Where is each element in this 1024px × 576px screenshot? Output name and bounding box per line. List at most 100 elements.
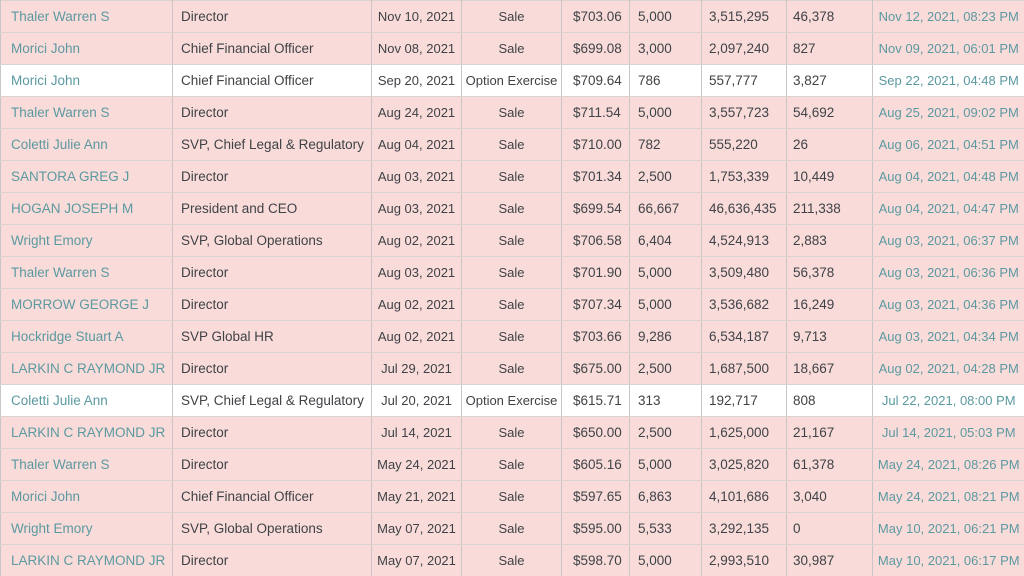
table-row: SANTORA GREG J Director Aug 03, 2021 Sal… — [0, 160, 1024, 193]
insider-name-link[interactable]: Morici John — [0, 480, 173, 513]
filing-time-link[interactable]: Aug 25, 2021, 09:02 PM — [872, 96, 1024, 129]
table-row: Coletti Julie Ann SVP, Chief Legal & Reg… — [0, 384, 1024, 417]
filing-time-link[interactable]: May 24, 2021, 08:21 PM — [872, 480, 1024, 513]
insider-title: Director — [172, 544, 372, 576]
trade-value: 1,687,500 — [701, 352, 787, 385]
trade-quantity: 2,500 — [629, 160, 702, 193]
insider-title: Director — [172, 352, 372, 385]
insider-name-link[interactable]: Coletti Julie Ann — [0, 384, 173, 417]
filing-time-link[interactable]: Aug 03, 2021, 06:36 PM — [872, 256, 1024, 289]
trade-date: Aug 02, 2021 — [371, 288, 462, 321]
trade-date: Aug 03, 2021 — [371, 160, 462, 193]
insider-name-link[interactable]: Thaler Warren S — [0, 0, 173, 33]
transaction-type: Sale — [461, 160, 562, 193]
insider-name-link[interactable]: Hockridge Stuart A — [0, 320, 173, 353]
trade-quantity: 6,863 — [629, 480, 702, 513]
transaction-type: Sale — [461, 416, 562, 449]
trade-date: May 07, 2021 — [371, 544, 462, 576]
filing-time-link[interactable]: Nov 12, 2021, 08:23 PM — [872, 0, 1024, 33]
transaction-type: Sale — [461, 0, 562, 33]
insider-name-link[interactable]: Wright Emory — [0, 512, 173, 545]
filing-time-link[interactable]: Aug 03, 2021, 04:34 PM — [872, 320, 1024, 353]
transaction-type: Sale — [461, 192, 562, 225]
insider-name-link[interactable]: LARKIN C RAYMOND JR — [0, 416, 173, 449]
shares-held: 3,040 — [786, 480, 873, 513]
trade-quantity: 66,667 — [629, 192, 702, 225]
insider-title: President and CEO — [172, 192, 372, 225]
transaction-type: Sale — [461, 96, 562, 129]
table-row: LARKIN C RAYMOND JR Director Jul 14, 202… — [0, 416, 1024, 449]
table-row: MORROW GEORGE J Director Aug 02, 2021 Sa… — [0, 288, 1024, 321]
insider-title: Chief Financial Officer — [172, 64, 372, 97]
insider-name-link[interactable]: SANTORA GREG J — [0, 160, 173, 193]
table-row: LARKIN C RAYMOND JR Director May 07, 202… — [0, 544, 1024, 576]
insider-name-link[interactable]: Thaler Warren S — [0, 256, 173, 289]
transaction-type: Sale — [461, 352, 562, 385]
trade-price: $675.00 — [561, 352, 630, 385]
trade-price: $710.00 — [561, 128, 630, 161]
shares-held: 56,378 — [786, 256, 873, 289]
insider-name-link[interactable]: Thaler Warren S — [0, 96, 173, 129]
table-row: LARKIN C RAYMOND JR Director Jul 29, 202… — [0, 352, 1024, 385]
filing-time-link[interactable]: Aug 03, 2021, 06:37 PM — [872, 224, 1024, 257]
trade-price: $706.58 — [561, 224, 630, 257]
insider-title: Director — [172, 96, 372, 129]
trade-price: $703.06 — [561, 0, 630, 33]
insider-name-link[interactable]: MORROW GEORGE J — [0, 288, 173, 321]
trade-quantity: 313 — [629, 384, 702, 417]
trade-date: Jul 29, 2021 — [371, 352, 462, 385]
filing-time-link[interactable]: May 10, 2021, 06:17 PM — [872, 544, 1024, 576]
filing-time-link[interactable]: Sep 22, 2021, 04:48 PM — [872, 64, 1024, 97]
trade-value: 3,557,723 — [701, 96, 787, 129]
shares-held: 30,987 — [786, 544, 873, 576]
insider-name-link[interactable]: Coletti Julie Ann — [0, 128, 173, 161]
insider-title: Director — [172, 416, 372, 449]
insider-title: SVP, Chief Legal & Regulatory — [172, 128, 372, 161]
table-row: HOGAN JOSEPH M President and CEO Aug 03,… — [0, 192, 1024, 225]
insider-name-link[interactable]: Morici John — [0, 64, 173, 97]
filing-time-link[interactable]: Aug 04, 2021, 04:47 PM — [872, 192, 1024, 225]
insider-name-link[interactable]: Morici John — [0, 32, 173, 65]
shares-held: 16,249 — [786, 288, 873, 321]
insider-name-link[interactable]: Thaler Warren S — [0, 448, 173, 481]
trade-value: 2,097,240 — [701, 32, 787, 65]
filing-time-link[interactable]: May 24, 2021, 08:26 PM — [872, 448, 1024, 481]
shares-held: 10,449 — [786, 160, 873, 193]
filing-time-link[interactable]: Aug 04, 2021, 04:48 PM — [872, 160, 1024, 193]
shares-held: 3,827 — [786, 64, 873, 97]
insider-title: SVP, Chief Legal & Regulatory — [172, 384, 372, 417]
insider-name-link[interactable]: LARKIN C RAYMOND JR — [0, 544, 173, 576]
insider-title: Director — [172, 0, 372, 33]
trade-date: May 07, 2021 — [371, 512, 462, 545]
trade-price: $699.08 — [561, 32, 630, 65]
insider-name-link[interactable]: Wright Emory — [0, 224, 173, 257]
filing-time-link[interactable]: Aug 06, 2021, 04:51 PM — [872, 128, 1024, 161]
trade-date: Jul 14, 2021 — [371, 416, 462, 449]
shares-held: 211,338 — [786, 192, 873, 225]
trade-price: $598.70 — [561, 544, 630, 576]
filing-time-link[interactable]: Jul 14, 2021, 05:03 PM — [872, 416, 1024, 449]
trade-date: Sep 20, 2021 — [371, 64, 462, 97]
trade-date: Aug 02, 2021 — [371, 320, 462, 353]
trade-date: Nov 10, 2021 — [371, 0, 462, 33]
transaction-type: Sale — [461, 320, 562, 353]
table-row: Coletti Julie Ann SVP, Chief Legal & Reg… — [0, 128, 1024, 161]
trade-price: $701.34 — [561, 160, 630, 193]
shares-held: 46,378 — [786, 0, 873, 33]
filing-time-link[interactable]: Nov 09, 2021, 06:01 PM — [872, 32, 1024, 65]
table-row: Hockridge Stuart A SVP Global HR Aug 02,… — [0, 320, 1024, 353]
insider-name-link[interactable]: HOGAN JOSEPH M — [0, 192, 173, 225]
trade-price: $650.00 — [561, 416, 630, 449]
shares-held: 2,883 — [786, 224, 873, 257]
filing-time-link[interactable]: Aug 02, 2021, 04:28 PM — [872, 352, 1024, 385]
filing-time-link[interactable]: Aug 03, 2021, 04:36 PM — [872, 288, 1024, 321]
trade-price: $595.00 — [561, 512, 630, 545]
filing-time-link[interactable]: Jul 22, 2021, 08:00 PM — [872, 384, 1024, 417]
insider-name-link[interactable]: LARKIN C RAYMOND JR — [0, 352, 173, 385]
trade-price: $703.66 — [561, 320, 630, 353]
trade-quantity: 782 — [629, 128, 702, 161]
transaction-type: Sale — [461, 288, 562, 321]
filing-time-link[interactable]: May 10, 2021, 06:21 PM — [872, 512, 1024, 545]
trade-price: $701.90 — [561, 256, 630, 289]
